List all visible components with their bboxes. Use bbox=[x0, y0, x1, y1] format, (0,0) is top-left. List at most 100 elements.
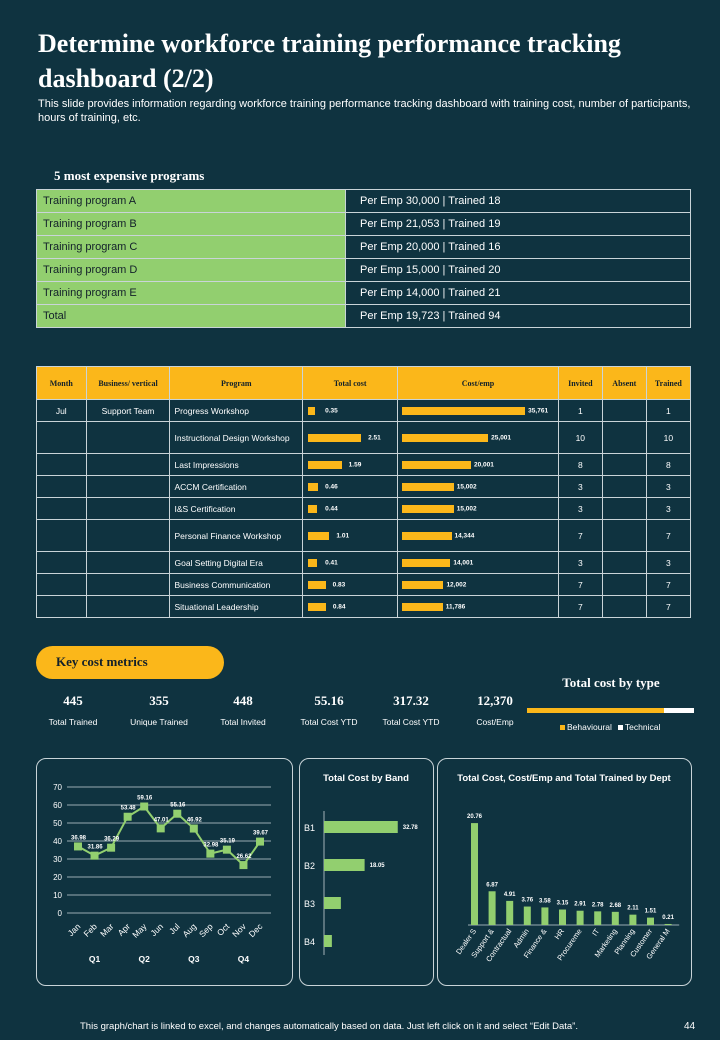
data-label: 32.98 bbox=[203, 843, 219, 849]
data-point bbox=[156, 824, 165, 833]
legend-label-technical: Technical bbox=[624, 722, 661, 732]
data-label: 55.16 bbox=[170, 803, 186, 809]
absent-cell bbox=[601, 497, 647, 520]
dept-value-label: 1.51 bbox=[645, 909, 657, 915]
dept-value-label: 20.76 bbox=[467, 814, 483, 820]
training-detail-table: Month Business/ vertical Program Total cost… bbox=[36, 366, 692, 618]
total-cost-bar bbox=[308, 531, 330, 540]
cost-emp-label: 12,002 bbox=[446, 581, 467, 588]
y-tick-label: 30 bbox=[53, 855, 62, 864]
program-cell: ACCM Certification bbox=[169, 475, 304, 498]
program-cell: Last Impressions bbox=[169, 453, 304, 476]
cost-emp-bar bbox=[402, 504, 454, 513]
quarter-label: Q1 bbox=[89, 954, 101, 964]
program-name: Training program D bbox=[36, 258, 346, 282]
metric-value: 355 bbox=[149, 693, 169, 708]
metric-card: 445 Total Trained bbox=[28, 693, 118, 727]
x-tick-label: Aug bbox=[180, 921, 198, 939]
dept-bar bbox=[594, 911, 602, 925]
invited-cell: 3 bbox=[557, 475, 603, 498]
total-cost-cell: 1.01 bbox=[302, 519, 399, 552]
dept-value-label: 6.87 bbox=[486, 882, 498, 888]
band-bar bbox=[324, 935, 332, 947]
cost-type-segment-behavioural bbox=[527, 708, 664, 713]
dept-value-label: 3.58 bbox=[539, 898, 551, 904]
cost-by-band-chart: Total Cost by Band B1 32.78 B2 18.05 B3 B4 bbox=[304, 773, 418, 955]
program-cell: Personal Finance Workshop bbox=[169, 519, 304, 552]
data-point bbox=[74, 842, 82, 851]
data-point bbox=[123, 812, 132, 821]
quarter-label: Q3 bbox=[188, 954, 200, 964]
table-row: I&S Certification 0.44 15,002 3 3 bbox=[36, 497, 692, 520]
column-header: Cost/emp bbox=[397, 366, 559, 400]
program-row: Total Per Emp 19,723 | Trained 94 bbox=[36, 304, 691, 328]
data-label: 53.48 bbox=[121, 806, 137, 812]
total-cost-cell: 0.83 bbox=[302, 573, 399, 596]
table-row: Situational Leadership 0.84 11,786 7 7 bbox=[36, 595, 692, 618]
dept-bar bbox=[541, 907, 549, 925]
cost-emp-label: 14,001 bbox=[453, 559, 474, 566]
band-category-label: B1 bbox=[304, 823, 315, 833]
table-row: Instructional Design Workshop 2.51 25,001 1… bbox=[36, 421, 692, 454]
column-header: Absent bbox=[601, 366, 647, 400]
dept-bar bbox=[471, 823, 478, 925]
total-cost-label: 1.59 bbox=[348, 461, 362, 468]
program-row: Training program C Per Emp 20,000 | Train… bbox=[36, 235, 691, 259]
invited-cell: 1 bbox=[557, 399, 603, 422]
legend-swatch-technical bbox=[617, 725, 623, 730]
total-cost-bar bbox=[308, 433, 362, 442]
cost-emp-label: 11,786 bbox=[445, 603, 466, 610]
vertical-cell bbox=[85, 453, 171, 476]
x-tick-label: Dec bbox=[247, 921, 265, 939]
data-label: 36.98 bbox=[71, 835, 87, 841]
band-value-label: 18.05 bbox=[370, 863, 386, 869]
cost-type-segment-technical bbox=[663, 708, 694, 713]
x-tick-label: Sep bbox=[197, 921, 215, 939]
absent-cell bbox=[601, 595, 647, 618]
y-tick-label: 20 bbox=[53, 873, 62, 882]
vertical-cell bbox=[85, 497, 171, 520]
total-cost-label: 1.01 bbox=[336, 532, 350, 539]
cost-emp-cell: 20,001 bbox=[397, 453, 559, 476]
vertical-cell bbox=[85, 595, 171, 618]
total-cost-label: 0.84 bbox=[332, 603, 346, 610]
data-point bbox=[206, 849, 215, 858]
cost-emp-cell: 12,002 bbox=[397, 573, 559, 596]
program-cell: Situational Leadership bbox=[169, 595, 304, 618]
program-stats: Per Emp 20,000 | Trained 16 bbox=[345, 235, 691, 259]
invited-cell: 3 bbox=[557, 497, 603, 520]
column-header: Invited bbox=[557, 366, 603, 400]
y-tick-label: 60 bbox=[53, 801, 62, 810]
cost-by-dept-chart: Total Cost, Cost/Emp and Total Trained b… bbox=[454, 773, 680, 964]
program-stats: Per Emp 15,000 | Trained 20 bbox=[345, 258, 691, 282]
cost-by-dept-panel: Total Cost, Cost/Emp and Total Trained b… bbox=[437, 758, 692, 986]
cost-emp-bar bbox=[402, 406, 526, 415]
y-tick-label: 40 bbox=[53, 837, 62, 846]
quarter-label: Q4 bbox=[238, 954, 250, 964]
dept-category-label: IT bbox=[590, 927, 601, 938]
metric-card: 55.16 Total Cost YTD bbox=[284, 693, 374, 727]
data-label: 39.67 bbox=[253, 831, 269, 837]
total-cost-cell: 0.35 bbox=[302, 399, 399, 422]
dept-value-label: 3.15 bbox=[557, 901, 569, 907]
data-label: 59.16 bbox=[137, 796, 153, 802]
metric-label: Total Trained bbox=[48, 717, 98, 727]
trained-cell: 7 bbox=[645, 519, 692, 552]
band-bar bbox=[324, 859, 365, 871]
cost-emp-bar bbox=[402, 558, 451, 567]
program-stats: Per Emp 21,053 | Trained 19 bbox=[345, 212, 691, 236]
total-cost-bar bbox=[308, 504, 318, 513]
absent-cell bbox=[601, 519, 647, 552]
absent-cell bbox=[601, 421, 647, 454]
program-stats: Per Emp 14,000 | Trained 21 bbox=[345, 281, 691, 305]
data-point bbox=[90, 851, 99, 860]
program-row: Training program A Per Emp 30,000 | Train… bbox=[36, 189, 691, 213]
trained-cell: 10 bbox=[645, 421, 692, 454]
key-cost-metrics-heading: Key cost metrics bbox=[56, 654, 148, 669]
cost-emp-bar bbox=[402, 433, 489, 442]
metric-value: 445 bbox=[63, 693, 83, 708]
total-cost-cell: 1.59 bbox=[302, 453, 399, 476]
dept-bar bbox=[664, 923, 672, 925]
cost-emp-cell: 35,761 bbox=[397, 399, 559, 422]
total-cost-bar bbox=[308, 580, 326, 589]
